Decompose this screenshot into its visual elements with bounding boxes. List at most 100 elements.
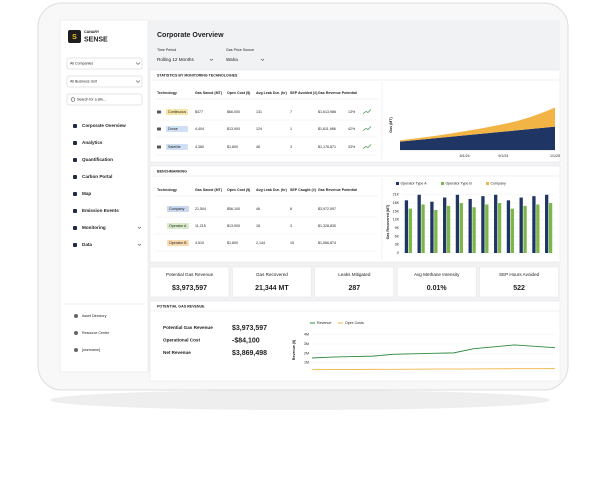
kpi-card [149, 266, 230, 298]
bar [446, 205, 451, 253]
tech-name: Continuous [168, 110, 186, 114]
bar [459, 203, 463, 253]
footer-item[interactable]: Asset Directory [82, 314, 107, 318]
select-box[interactable] [66, 57, 143, 70]
y-tick-label: 2M [304, 351, 309, 355]
nav-icon [73, 175, 77, 179]
nav-item[interactable]: Analytics [82, 140, 103, 145]
table-header: Gas Saved (MT) [195, 91, 223, 95]
x-tick-label: 1/1/25 [550, 154, 560, 158]
table-cell: 11,215 [195, 224, 206, 228]
kpi-value: 21,344 MT [255, 285, 289, 292]
row-icon [157, 145, 161, 149]
chevron [135, 62, 141, 65]
select-box[interactable] [66, 75, 143, 88]
kpi-value: 522 [513, 285, 525, 292]
table-cell: 42% [348, 127, 356, 131]
y-tick-label: 21K [393, 193, 400, 197]
search-icon [70, 97, 76, 102]
table-cell: $1,328,830 [318, 224, 336, 228]
table-cell: 7 [290, 110, 292, 114]
filter-value[interactable]: Waha [226, 57, 238, 62]
nav-icon [73, 226, 77, 230]
x-tick-label: 6/1/24 [460, 154, 470, 158]
nav-item[interactable]: Carbon Portal [82, 174, 112, 179]
footer-item[interactable]: Resource Center [82, 331, 110, 335]
chevron [260, 58, 265, 61]
legend-label: Operator Type B [446, 181, 473, 185]
bar [523, 205, 527, 253]
page-title: Corporate Overview [157, 32, 224, 39]
kpi-card [396, 266, 477, 298]
brand-small: CANARY [84, 30, 100, 34]
table-header: Opex Cost ($) [227, 91, 251, 95]
table-cell: 124 [256, 127, 262, 131]
logo-mark [68, 30, 81, 43]
table-header: Technology [157, 91, 177, 95]
nav-icon [73, 141, 77, 145]
table-cell: 3 [290, 224, 292, 228]
bar [497, 203, 502, 253]
bar [404, 200, 409, 253]
bar [472, 207, 476, 253]
filter-value[interactable]: Rolling 12 Months [157, 57, 194, 62]
nav-item[interactable]: Monitoring [82, 225, 106, 230]
table-header: Avg Leak Dur. (hr) [256, 188, 288, 192]
panel-title: BENCHMARKING [157, 169, 187, 173]
y-tick-label: 18K [393, 201, 400, 205]
table-cell: 33% [348, 145, 356, 149]
table-cell: $66,000 [227, 110, 240, 114]
tech-name: Satellite [168, 145, 181, 149]
y-tick-label: 4M [304, 333, 309, 337]
filter-label: Time Period [157, 48, 176, 52]
trend-icon [362, 144, 372, 149]
bar [421, 204, 425, 253]
y-tick-label: 1M [304, 361, 309, 365]
search-box[interactable] [66, 93, 143, 106]
y-tick-label: 6K [395, 234, 400, 238]
table-cell: 131 [256, 110, 262, 114]
table-cell: $56,100 [227, 207, 240, 211]
area-series [400, 107, 555, 142]
bar [485, 204, 489, 253]
bar [481, 196, 485, 253]
brand: SENSE [84, 36, 108, 43]
select-value: All Business Unit [70, 79, 97, 83]
table-cell: $477 [195, 110, 203, 114]
row-icon [157, 127, 161, 131]
bar [510, 208, 514, 253]
nav-item[interactable]: Emission Events [82, 208, 119, 213]
nav-item[interactable]: Corporate Overview [82, 123, 126, 128]
y-tick-label: 3K [395, 243, 400, 247]
area-series [400, 126, 555, 150]
nav-icon [73, 192, 77, 196]
y-tick-label: 12K [393, 218, 400, 222]
kpi-value: $3,973,597 [172, 285, 207, 292]
filter-label: Gas Price Source [226, 48, 254, 52]
bar [536, 204, 540, 253]
legend-swatch [396, 182, 399, 185]
bar [468, 198, 472, 253]
y-axis-label: Gas (MT) [389, 117, 393, 133]
bar [455, 194, 460, 253]
x-tick-label: 9/1/24 [498, 154, 508, 158]
select-value: All Companies [70, 61, 93, 65]
kpi-label: SEP Hours Avoided [499, 272, 540, 277]
kpi-card [314, 266, 395, 298]
nav-item[interactable]: Quantification [82, 157, 113, 162]
footer-item[interactable]: [username] [82, 348, 100, 352]
nav-icon [73, 209, 77, 213]
table-cell: $1,613,986 [318, 110, 336, 114]
nav-item[interactable]: Map [82, 191, 91, 196]
y-tick-label: 15K [393, 209, 400, 213]
nav-chevron [137, 226, 142, 229]
bar [545, 194, 549, 253]
table-cell: $1,800 [227, 145, 238, 149]
nav-item[interactable]: Data [82, 242, 92, 247]
table-cell: 13% [348, 110, 356, 114]
table-cell: 8 [290, 207, 292, 211]
tech-name: Drone [168, 127, 178, 131]
table-header: Gas Revenue Potential [318, 91, 357, 95]
